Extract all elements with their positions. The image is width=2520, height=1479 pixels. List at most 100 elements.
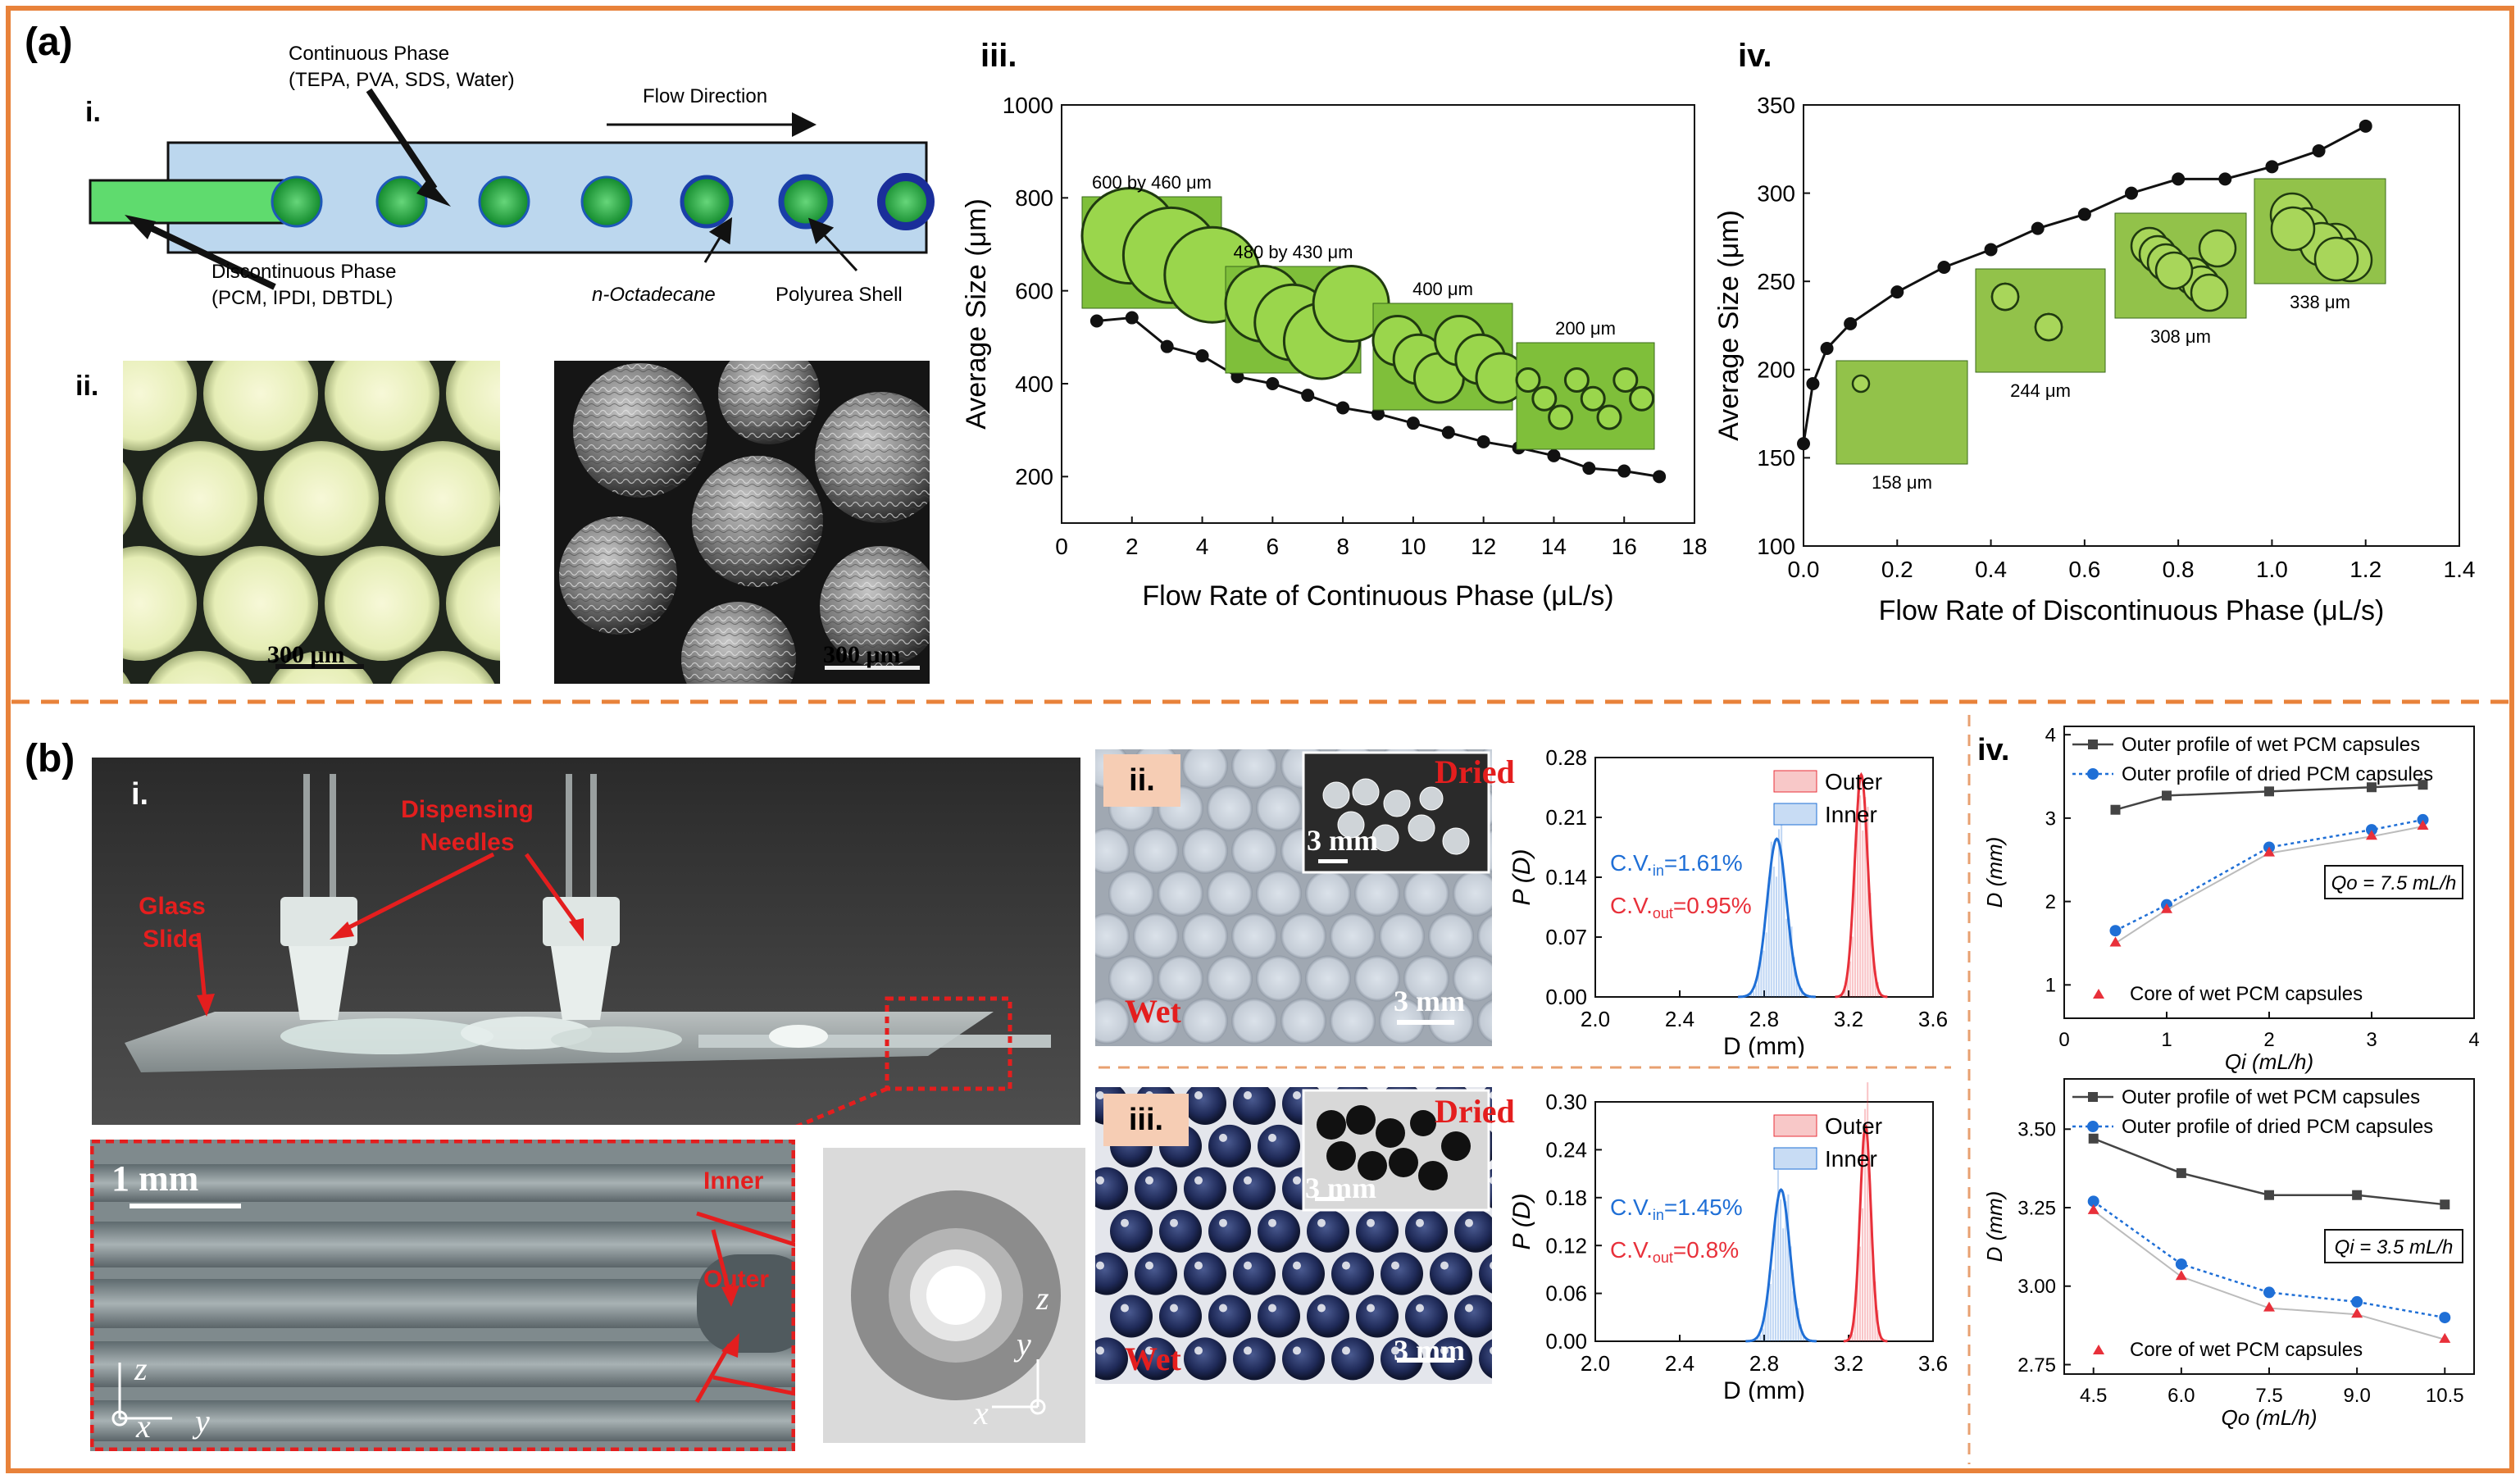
wet-capsule [1184, 1167, 1226, 1210]
histogram-bar [1846, 974, 1849, 997]
wet-capsule [1135, 1252, 1177, 1295]
x-tick-label: 2 [1126, 534, 1139, 559]
fit-curve [1843, 1123, 1888, 1343]
wet-capsule [1095, 827, 1130, 874]
droplet [478, 175, 530, 228]
scale-main-ii: 3 mm [1394, 985, 1465, 1017]
capsule-highlight [1219, 1218, 1227, 1227]
capsule-highlight [1096, 1091, 1104, 1099]
dried-label-iii: Dried [1435, 1093, 1515, 1130]
wet-capsule [1477, 914, 1492, 958]
plot-area [1803, 104, 2460, 547]
capsule-highlight [1244, 1346, 1252, 1355]
histogram-bar [1793, 957, 1795, 997]
wet-capsule [1330, 998, 1376, 1044]
wet-capsule [1430, 1252, 1472, 1295]
data-point [2265, 160, 2279, 174]
capsule-highlight [1391, 1346, 1399, 1355]
needles-text: Needles [420, 829, 515, 856]
wet-capsule [1403, 870, 1449, 917]
histogram-bar [1867, 1082, 1869, 1341]
x-tick-label: 0.6 [2068, 557, 2100, 582]
inset-size-label: 400 μm [1412, 279, 1473, 299]
droplet-image [123, 546, 197, 662]
wet-capsule [1233, 1252, 1276, 1295]
y-tick-label: 0.06 [1545, 1281, 1587, 1306]
wet-capsule [1207, 870, 1253, 917]
inset-size-label: 338 μm [2290, 292, 2350, 312]
y-tick-label: 4 [2045, 725, 2056, 747]
y-tick-label: 0.00 [1545, 985, 1587, 1009]
shell-label: Polyurea Shell [776, 284, 903, 306]
x-tick-label: 14 [1541, 534, 1567, 559]
wet-capsule [1208, 1124, 1251, 1167]
y-tick-label: 0.07 [1545, 925, 1587, 949]
inset-droplet [1596, 404, 1622, 430]
histogram-b-ii: 2.0 2.4 2.8 3.2 3.6 0.00 0.07 0.14 0.21 0.28 D (mm… [1508, 745, 1948, 1058]
scale-inset-ii: 3 mm [1307, 824, 1378, 857]
wet-capsule [1479, 1254, 1492, 1294]
y-tick-label: 350 [1757, 93, 1795, 118]
droplet [271, 175, 323, 228]
histogram-bar [1869, 893, 1872, 997]
x-tick-label: 6.0 [2167, 1385, 2195, 1407]
data-point [2312, 143, 2326, 157]
histogram-bar [1762, 1328, 1764, 1341]
legend-label-outer: Outer [1825, 769, 1882, 794]
histogram-bar [1781, 814, 1783, 997]
data-point [1160, 339, 1174, 353]
data-point [1125, 311, 1139, 325]
inset-droplet [1515, 367, 1541, 393]
histogram-bar [1799, 1324, 1802, 1341]
x-tick-label: 18 [1681, 534, 1707, 559]
capsule-highlight [1293, 1091, 1301, 1099]
histogram-bar [1782, 1228, 1785, 1341]
scale-1mm: 1 mm [111, 1158, 199, 1199]
inset-size-label: 200 μm [1555, 318, 1616, 339]
legend-marker-dried [2087, 1121, 2099, 1132]
droplet-image [123, 671, 131, 684]
inset-droplet [2270, 206, 2316, 252]
scale-bar-left: 300 μm [267, 641, 345, 668]
capsule-highlight [1465, 1218, 1473, 1227]
y-axis-label: P (D) [1508, 1194, 1535, 1250]
flow-condition-annotation: Qo = 7.5 mL/h [2331, 872, 2457, 894]
histogram-bar [1765, 932, 1767, 997]
capillary-cross-section [823, 1148, 1085, 1443]
wet-capsule [1182, 827, 1228, 874]
x-tick-label: 3.6 [1918, 1007, 1948, 1031]
legend-swatch-outer [1773, 770, 1817, 793]
wet-capsule [1405, 1209, 1448, 1253]
data-point [2172, 172, 2186, 186]
wet-capsule [1110, 1209, 1153, 1253]
histogram-bar [1755, 985, 1758, 997]
core-point [2087, 1204, 2099, 1214]
x-tick-label: 3.2 [1834, 1007, 1863, 1031]
legend-wet-outer: Outer profile of wet PCM capsules [2122, 734, 2420, 756]
wet-capsule [1356, 1209, 1399, 1253]
data-point [1089, 314, 1103, 328]
legend-swatch-outer [1773, 1114, 1817, 1137]
histogram-bar [1788, 918, 1790, 997]
axis-y-right: y [1017, 1326, 1031, 1363]
histogram-bar [1867, 807, 1869, 997]
histogram-bar [1795, 979, 1798, 997]
y-tick-label: 200 [1015, 464, 1053, 489]
y-axis-label: Average Size (μm) [961, 198, 992, 430]
a-iii-label: iii. [980, 38, 1017, 74]
histogram-bar [1792, 1290, 1794, 1341]
axis-z-left: z [134, 1350, 148, 1387]
histogram-bar [1862, 831, 1864, 997]
y-tick-label: 0.21 [1545, 805, 1587, 830]
dried-outer-point [2417, 813, 2429, 826]
chart-b-iv-top: 0 1 2 3 4 1 2 3 4 Qi (mL/h) D (mm) Outer profile of… [1982, 725, 2480, 1074]
continuous-components: (TEPA, PVA, SDS, Water) [289, 69, 515, 91]
wet-capsule [1133, 827, 1179, 874]
histogram-bar [1851, 1334, 1854, 1341]
capsule-highlight [1096, 1261, 1104, 1270]
dried-outer-point [2351, 1295, 2363, 1308]
histogram-bar [1844, 988, 1846, 997]
histogram-bar [1772, 866, 1775, 997]
y-axis-label: D (mm) [1982, 1191, 2007, 1263]
dried-outer-point [2109, 925, 2122, 937]
